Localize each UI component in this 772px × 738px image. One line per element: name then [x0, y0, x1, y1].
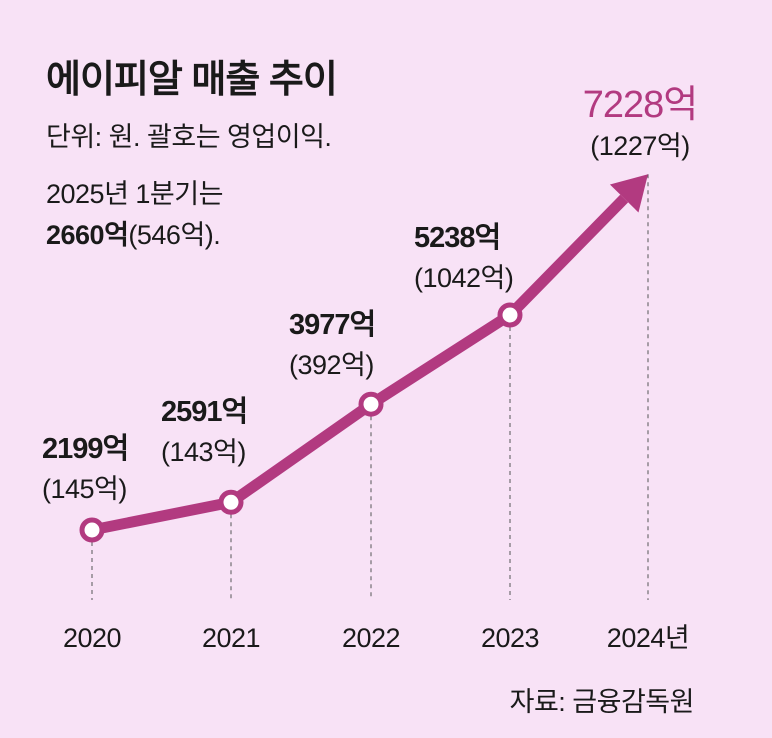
- value-label-2022: 3977억: [289, 308, 375, 341]
- x-tick-0: 2020: [63, 623, 121, 653]
- x-tick-3: 2023: [481, 623, 539, 653]
- q1-note-line1: 2025년 1분기는: [46, 179, 223, 209]
- x-tick-1: 2021: [202, 623, 260, 653]
- x-tick-4: 2024년: [607, 623, 689, 653]
- profit-label-2024년: (1227억): [590, 131, 689, 161]
- value-label-2023: 5238억: [414, 221, 500, 254]
- q1-note-line2: 2660억(546억).: [46, 213, 221, 252]
- profit-label-2023: (1042억): [414, 263, 513, 293]
- q1-revenue: 2660억: [46, 220, 129, 250]
- x-tick-2: 2022: [342, 623, 400, 653]
- value-label-2021: 2591억: [161, 395, 247, 428]
- data-point-2020: [79, 517, 105, 543]
- profit-label-2020: (145억): [42, 474, 127, 504]
- source-note: 자료: 금융감독원: [509, 687, 695, 717]
- chart-title: 에이피알 매출 추이: [46, 59, 338, 101]
- value-label-2024년: 7228억: [583, 84, 698, 126]
- data-point-2022: [358, 391, 384, 417]
- profit-label-2022: (392억): [289, 350, 374, 380]
- unit-note: 단위: 원. 괄호는 영업이익.: [46, 122, 332, 152]
- arrowhead: [609, 174, 648, 213]
- value-label-2020: 2199억: [42, 432, 128, 465]
- data-point-2023: [497, 302, 523, 328]
- profit-label-2021: (143억): [161, 437, 246, 467]
- data-point-2021: [218, 489, 244, 515]
- q1-profit: (546억).: [128, 220, 221, 250]
